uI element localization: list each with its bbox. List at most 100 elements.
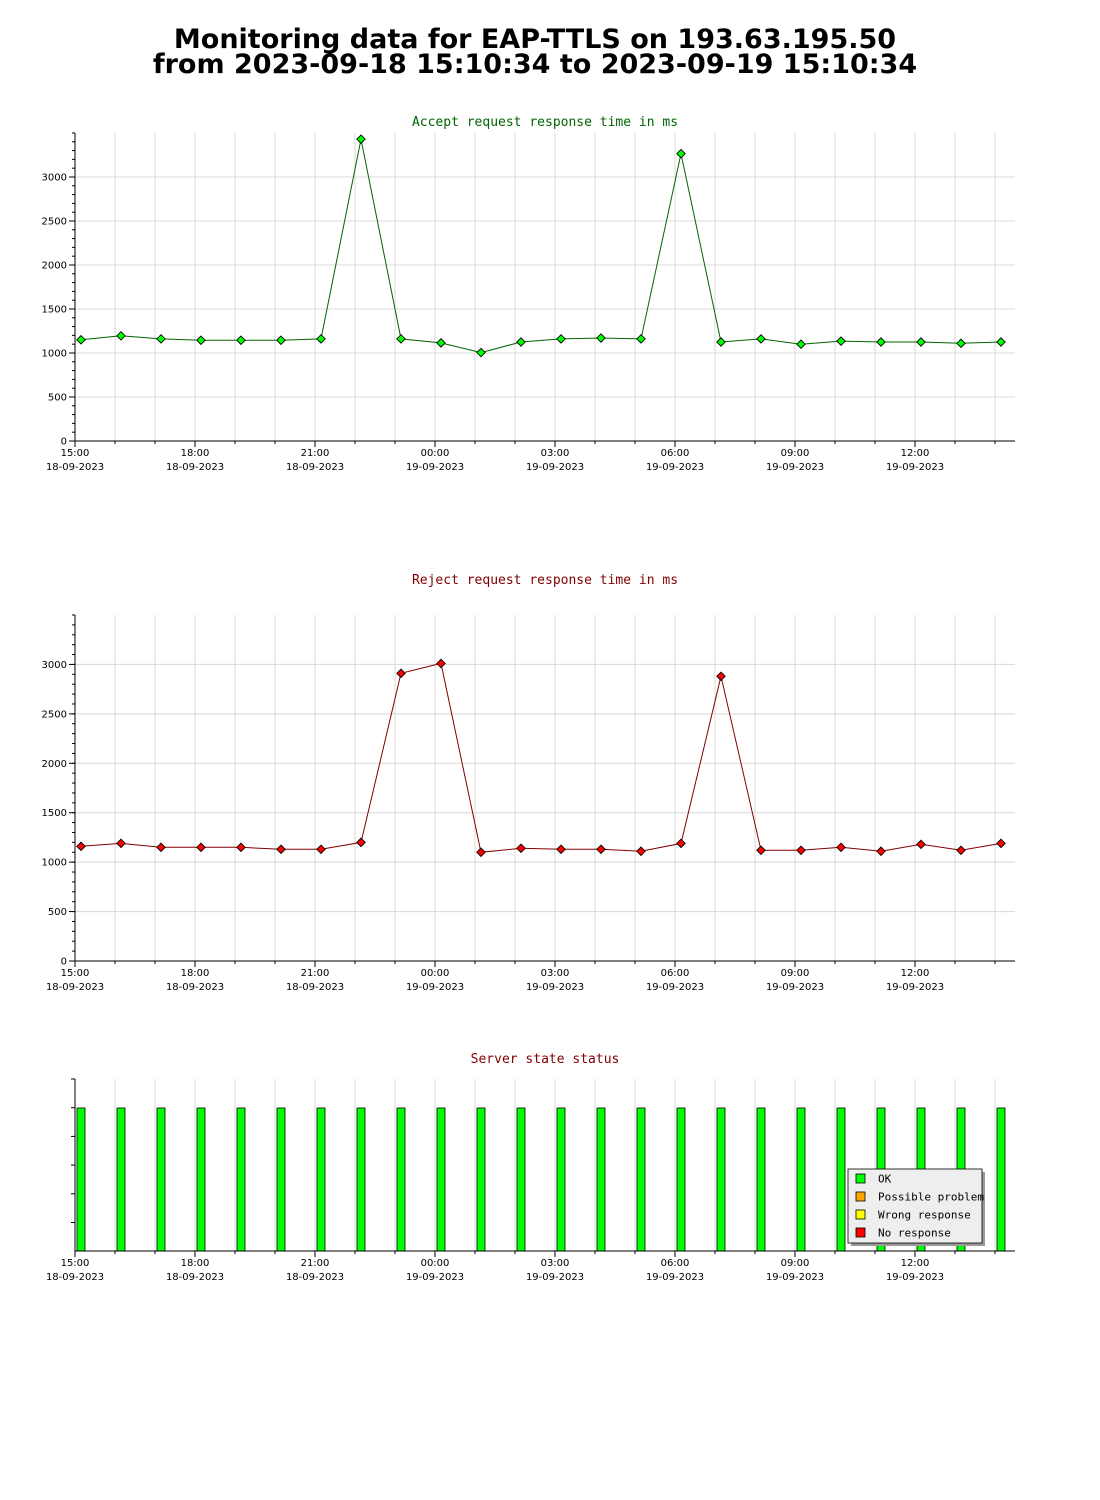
reject-x-tick-date: 18-09-2023 [166, 982, 224, 993]
reject-x-tick-time: 12:00 [901, 968, 930, 979]
accept-x-tick-date: 18-09-2023 [286, 462, 344, 473]
reject-y-tick-label: 500 [48, 907, 67, 918]
status-x-tick-date: 19-09-2023 [886, 1272, 944, 1283]
reject-y-tick-label: 3000 [42, 660, 67, 671]
accept-x-tick-date: 19-09-2023 [766, 462, 824, 473]
status-state-bar [596, 1107, 606, 1252]
reject-data-point [716, 671, 726, 682]
reject-data-point [476, 847, 486, 858]
status-state-bar [236, 1107, 246, 1252]
status-x-tick-time: 21:00 [301, 1258, 330, 1269]
reject-data-point [156, 842, 166, 853]
accept-series-line [80, 139, 1002, 354]
reject-x-tick-date: 18-09-2023 [286, 982, 344, 993]
accept-data-point [596, 333, 606, 343]
accept-y-tick-label: 2000 [42, 261, 67, 272]
accept-x-tick-date: 19-09-2023 [886, 462, 944, 473]
reject-y-tick-label: 1500 [42, 808, 67, 819]
accept-x-tick-time: 00:00 [421, 448, 450, 459]
reject-data-point [436, 658, 446, 669]
reject-x-tick-time: 09:00 [781, 968, 810, 979]
legend-label: Possible problem [878, 1191, 984, 1204]
status-state-bar [676, 1107, 686, 1252]
status-x-tick-time: 12:00 [901, 1258, 930, 1269]
accept-x-tick-time: 09:00 [781, 448, 810, 459]
accept-chart-title: Accept request response time in ms [412, 115, 678, 130]
accept-data-point [116, 331, 126, 341]
legend-label: Wrong response [878, 1209, 971, 1222]
status-state-bar [116, 1107, 126, 1252]
reject-x-tick-time: 18:00 [181, 968, 210, 979]
accept-x-tick-date: 18-09-2023 [166, 462, 224, 473]
accept-data-point [876, 337, 886, 347]
reject-data-point [396, 668, 406, 679]
accept-x-tick-time: 03:00 [541, 448, 570, 459]
accept-y-tick-label: 3000 [42, 173, 67, 184]
legend-swatch [855, 1191, 866, 1202]
status-state-bar [796, 1107, 806, 1252]
accept-data-point [636, 334, 646, 344]
status-state-bar [476, 1107, 486, 1252]
reject-chart-title: Reject request response time in ms [412, 573, 678, 588]
accept-y-tick-label: 500 [48, 393, 67, 404]
reject-data-point [756, 845, 766, 856]
accept-data-point [836, 336, 846, 346]
reject-data-point [876, 846, 886, 857]
reject-data-point [196, 842, 206, 853]
status-state-bar [436, 1107, 446, 1252]
status-state-bar [636, 1107, 646, 1252]
reject-data-point [596, 844, 606, 855]
reject-data-point [796, 845, 806, 856]
accept-x-tick-date: 19-09-2023 [646, 462, 704, 473]
legend-swatch [855, 1209, 866, 1220]
accept-y-tick-label: 1000 [42, 349, 67, 360]
reject-x-tick-time: 03:00 [541, 968, 570, 979]
reject-x-tick-date: 18-09-2023 [46, 982, 104, 993]
reject-y-tick-label: 1000 [42, 858, 67, 869]
status-x-tick-time: 03:00 [541, 1258, 570, 1269]
legend-box [847, 1168, 983, 1244]
reject-data-point [516, 843, 526, 854]
status-state-bar [156, 1107, 166, 1252]
status-x-tick-time: 00:00 [421, 1258, 450, 1269]
reject-data-point [116, 838, 126, 849]
reject-x-tick-time: 21:00 [301, 968, 330, 979]
status-x-tick-date: 18-09-2023 [46, 1272, 104, 1283]
accept-data-point [556, 334, 566, 344]
status-x-tick-date: 19-09-2023 [526, 1272, 584, 1283]
status-state-bar [396, 1107, 406, 1252]
reject-y-tick-label: 0 [61, 957, 67, 968]
accept-x-tick-date: 19-09-2023 [526, 462, 584, 473]
accept-data-point [516, 337, 526, 347]
accept-data-point [236, 335, 246, 346]
status-state-bar [276, 1107, 286, 1252]
reject-data-point [956, 845, 966, 856]
reject-data-point [836, 842, 846, 853]
accept-data-point [956, 338, 966, 349]
status-x-tick-time: 09:00 [781, 1258, 810, 1269]
accept-data-point [676, 148, 686, 159]
reject-x-tick-date: 19-09-2023 [406, 982, 464, 993]
status-state-bar [196, 1107, 206, 1252]
reject-x-tick-time: 00:00 [421, 968, 450, 979]
status-x-tick-date: 19-09-2023 [766, 1272, 824, 1283]
accept-y-tick-label: 2500 [42, 217, 67, 228]
legend-swatch [855, 1227, 866, 1238]
status-state-bar [996, 1107, 1006, 1252]
reject-x-tick-date: 19-09-2023 [646, 982, 704, 993]
reject-x-tick-time: 15:00 [61, 968, 90, 979]
reject-data-point [236, 842, 246, 853]
reject-data-point [676, 838, 686, 849]
accept-data-point [796, 339, 806, 350]
status-state-bar [756, 1107, 766, 1252]
accept-data-point [356, 134, 366, 144]
accept-y-tick-label: 0 [61, 437, 67, 448]
reject-y-tick-label: 2500 [42, 709, 67, 720]
accept-data-point [316, 334, 326, 344]
status-state-bar [556, 1107, 566, 1252]
status-state-bar [716, 1107, 726, 1252]
accept-data-point [756, 334, 766, 344]
reject-x-tick-date: 19-09-2023 [766, 982, 824, 993]
accept-x-tick-time: 15:00 [61, 448, 90, 459]
accept-data-point [476, 347, 486, 358]
